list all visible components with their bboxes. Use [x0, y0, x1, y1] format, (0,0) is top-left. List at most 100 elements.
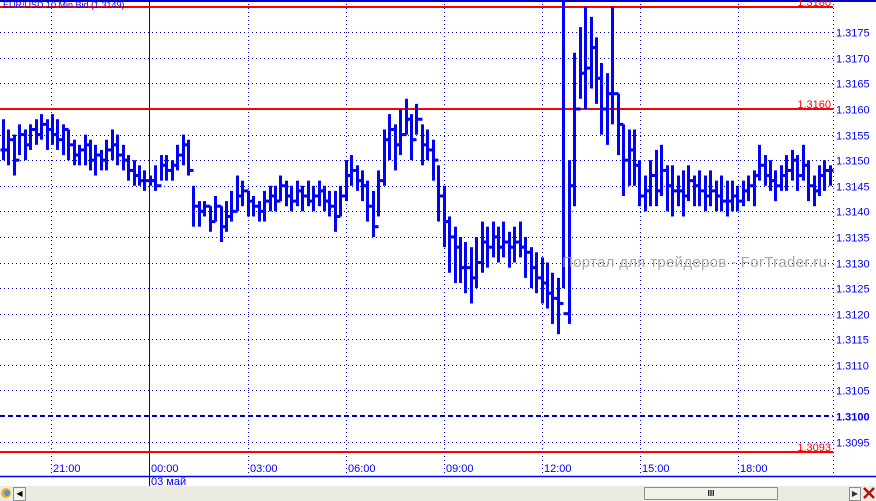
ohlc-bar [626, 129, 633, 186]
ohlc-bar [218, 204, 225, 243]
ohlc-bar [593, 37, 600, 104]
ohlc-bar [642, 175, 649, 212]
y-tick-label: 1.3145 [836, 182, 870, 194]
ohlc-bar [816, 165, 823, 196]
ohlc-bar [11, 134, 18, 176]
close-chart-icon[interactable] [862, 486, 876, 500]
ohlc-bar [82, 134, 89, 166]
ohlc-bar [65, 127, 72, 161]
ohlc-bar [756, 144, 763, 181]
ohlc-bar [381, 129, 388, 186]
ohlc-bar [397, 109, 404, 156]
ohlc-bar [0, 119, 7, 161]
ohlc-bar [370, 190, 377, 237]
price-chart[interactable]: 1.3095 1.3100 1.3105 1.3110 1.3115 1.3120 1.31… [0, 0, 876, 486]
scroll-right-button[interactable]: ▶ [849, 487, 861, 501]
ohlc-bar [669, 165, 676, 217]
scroll-left-button[interactable]: ◀ [13, 487, 26, 501]
ohlc-bar [392, 124, 399, 171]
ohlc-bar [457, 236, 464, 283]
ohlc-bar [462, 242, 469, 294]
chart-title: EUR/USD 10 Min Bid (1.3149) [3, 0, 125, 10]
ohlc-bar [207, 204, 214, 232]
x-tick-label: 15:00 [642, 463, 670, 475]
ohlc-bar [228, 190, 235, 222]
ohlc-bar [180, 134, 187, 166]
ohlc-bar [762, 155, 769, 186]
horizontal-scrollbar[interactable]: ◀ III ▶ [0, 486, 876, 501]
ohlc-bar [49, 114, 56, 145]
ohlc-bar [511, 226, 518, 263]
ohlc-bar [141, 170, 148, 191]
ohlc-bar [44, 119, 51, 150]
ohlc-bar [577, 27, 584, 111]
ohlc-bar [267, 185, 274, 212]
ohlc-bar [653, 149, 660, 207]
top-border [0, 0, 876, 2]
ohlc-bar [38, 114, 45, 140]
ohlc-bar [691, 175, 698, 207]
ohlc-bar [169, 160, 176, 181]
ohlc-bar [495, 226, 502, 263]
ohlc-bar [234, 175, 241, 213]
y-tick-label: 1.3150 [836, 156, 870, 168]
y-tick-label: 1.3105 [836, 386, 870, 398]
ohlc-bar [131, 160, 138, 186]
level-label: 1.3093 [797, 442, 831, 454]
ohlc-bar [544, 262, 551, 309]
ohlc-bar [620, 122, 627, 196]
ohlc-bar [316, 180, 323, 207]
watermark: Портал для трейдеров - ForTrader.ru [562, 254, 828, 271]
y-tick-label: 1.3140 [836, 207, 870, 219]
ohlc-bar [272, 185, 279, 212]
ohlc-bar [125, 155, 132, 181]
ohlc-bar [609, 6, 616, 125]
ohlc-bar [212, 195, 219, 224]
ohlc-bar [16, 124, 23, 162]
x-tick-label: 12:00 [544, 463, 572, 475]
ohlc-bar [277, 175, 284, 203]
ohlc-bar [54, 119, 61, 150]
ohlc-bar [582, 6, 589, 109]
y-tick-label: 1.3170 [836, 54, 870, 66]
ohlc-bar [5, 129, 12, 166]
ohlc-bar [506, 231, 513, 268]
ohlc-bar [696, 170, 703, 207]
ohlc-bar [348, 155, 355, 186]
ohlc-bar [239, 180, 246, 207]
scroll-thumb[interactable]: III [644, 487, 778, 500]
x-tick-label: 18:00 [740, 463, 768, 475]
ohlc-bar [76, 144, 83, 166]
y-tick-label: 1.3165 [836, 79, 870, 91]
ohlc-bar [789, 149, 796, 181]
ohlc-bar [452, 226, 459, 283]
ohlc-bar [250, 195, 257, 217]
ohlc-bar [408, 114, 415, 161]
ohlc-bar [631, 129, 638, 186]
ohlc-bar [555, 277, 562, 335]
ohlc-bar [163, 155, 170, 181]
ohlc-bar [827, 165, 834, 186]
x-tick-label: 21:00 [53, 463, 81, 475]
y-tick-label: 1.3100 [836, 412, 870, 424]
ohlc-bar [403, 98, 410, 137]
ohlc-bar [680, 170, 687, 217]
ohlc-bar [103, 139, 110, 171]
ohlc-bar [375, 170, 382, 229]
x-tick-label: 00:00 [151, 463, 179, 475]
ohlc-bar [783, 155, 790, 191]
ohlc-bar [740, 180, 747, 207]
x-tick-label: 09:00 [446, 463, 474, 475]
ohlc-bar [283, 180, 290, 207]
ohlc-bar [636, 160, 643, 207]
ohlc-bar [413, 103, 420, 142]
ohlc-bar [174, 144, 181, 171]
ohlc-bar [294, 180, 301, 207]
ohlc-bar [778, 165, 785, 191]
ohlc-bar [87, 139, 94, 171]
level-label: 1.3160 [797, 99, 831, 111]
ohlc-bar [734, 185, 741, 212]
y-tick-label: 1.3130 [836, 259, 870, 271]
ohlc-bar [658, 144, 665, 196]
ohlc-bar [707, 170, 714, 207]
